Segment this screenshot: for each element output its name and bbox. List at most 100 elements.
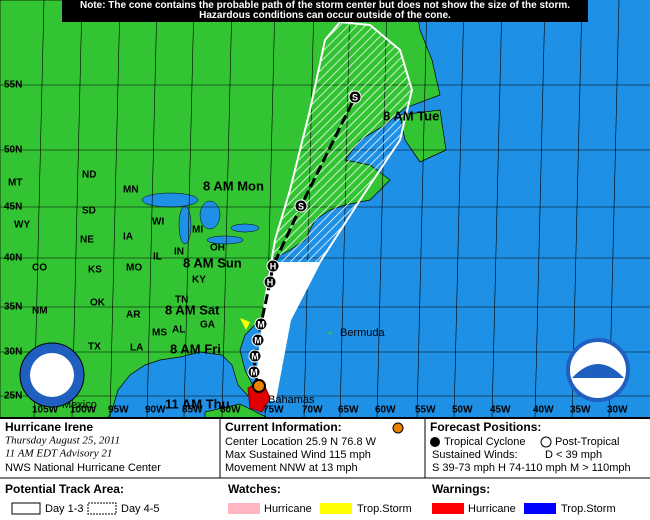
track-point-label: S <box>298 201 304 211</box>
tropical-icon <box>430 437 440 447</box>
state-label: LA <box>130 343 143 354</box>
state-label: WY <box>14 220 30 231</box>
warn-hurricane: Hurricane <box>468 503 516 515</box>
current-title: Current Information: <box>225 420 342 434</box>
note: Note: The cone contains the probable pat… <box>79 0 571 21</box>
noaa-logo-wave <box>572 364 624 378</box>
day-label: 8 AM Sat <box>165 302 220 317</box>
state-label: GA <box>200 320 215 331</box>
state-label: MO <box>126 263 142 274</box>
track-point <box>294 199 308 213</box>
lon-label: 30W <box>607 405 628 416</box>
lon-line <box>416 0 428 419</box>
warnings-title: Warnings: <box>432 482 490 496</box>
storm-name: Hurricane Irene <box>5 420 93 434</box>
day-label: 8 AM Sun <box>183 255 242 270</box>
lon-label: 40W <box>533 405 554 416</box>
winds-d: D < 39 mph <box>545 449 602 461</box>
lon-label: 85W <box>182 405 203 416</box>
lat-label: 45N <box>4 202 22 213</box>
lat-label: 30N <box>4 347 22 358</box>
state-label: OK <box>90 298 106 309</box>
day-label: 8 AM Fri <box>170 341 221 356</box>
current-movement: Movement NNW at 13 mph <box>225 462 358 474</box>
lon-line <box>534 0 546 419</box>
lon-label: 90W <box>145 405 166 416</box>
current-wind: Max Sustained Wind 115 mph <box>225 449 371 461</box>
map-labels: 55N 50N 45N 40N 35N 30N 25N 105W 100W 95W 90W 85W 80… <box>4 80 628 416</box>
center-name: NWS National Hurricane Center <box>5 462 161 474</box>
storm-date: Thursday August 25, 2011 <box>5 435 120 447</box>
day-label: 11 AM Thu <box>165 396 230 411</box>
place-label: Bermuda <box>340 327 386 339</box>
lon-label: 55W <box>415 405 436 416</box>
lon-label: 50W <box>452 405 473 416</box>
place-label: Mexico <box>62 399 97 411</box>
state-label: IA <box>123 232 133 243</box>
warn-hurricane-icon <box>432 503 464 514</box>
track-point-label: H <box>270 261 277 271</box>
state-label: NE <box>80 235 94 246</box>
state-label: MN <box>123 185 139 196</box>
state-label: TN <box>175 295 188 306</box>
track-point <box>248 349 262 363</box>
state-label: WI <box>152 217 164 228</box>
watch-hurricane-icon <box>228 503 260 514</box>
bermuda-island <box>328 331 332 335</box>
state-label: IN <box>174 247 184 258</box>
track-point <box>247 365 261 379</box>
track-point <box>348 90 362 104</box>
lon-line <box>571 0 583 419</box>
state-label: MS <box>152 328 167 339</box>
track-point <box>266 259 280 273</box>
lon-label: 60W <box>375 405 396 416</box>
current-icon <box>392 422 404 434</box>
place-label: Bahamas <box>268 394 315 406</box>
nws-logo-inner <box>30 353 74 397</box>
current-location: Center Location 25.9 N 76.8 W <box>225 436 377 448</box>
lon-line <box>109 0 121 419</box>
great-lakes <box>141 192 260 245</box>
post-tropical-label: Post-Tropical <box>555 436 619 448</box>
track-point-label: M <box>254 335 262 345</box>
lon-line <box>71 0 83 419</box>
forecast-title: Forecast Positions: <box>430 420 541 434</box>
lon-label: 35W <box>570 405 591 416</box>
lon-line <box>146 0 158 419</box>
state-label: AL <box>172 325 185 336</box>
lat-label: 25N <box>4 391 22 402</box>
day13-icon <box>11 502 41 515</box>
track-point <box>263 275 277 289</box>
state-label: KS <box>88 265 102 276</box>
tropical-label: Tropical Cyclone <box>444 436 526 448</box>
lon-label: 100W <box>70 405 97 416</box>
lon-label: 75W <box>263 405 284 416</box>
state-label: SD <box>82 206 96 217</box>
lon-label: 80W <box>220 405 241 416</box>
day-label: 8 AM Tue <box>383 108 439 123</box>
lon-label: 70W <box>302 405 323 416</box>
track-point-label: M <box>251 351 259 361</box>
state-label: OH <box>210 243 225 254</box>
state-label: IL <box>153 252 162 263</box>
warn-ts-icon <box>524 503 556 514</box>
lat-label: 40N <box>4 253 22 264</box>
lon-line <box>491 0 503 419</box>
lat-label: 50N <box>4 145 22 156</box>
watches-title: Watches: <box>228 482 281 496</box>
lon-line <box>453 0 465 419</box>
lon-label: 45W <box>490 405 511 416</box>
track-point-label: M <box>257 319 265 329</box>
track-point-label: M <box>250 367 258 377</box>
note-box <box>62 0 588 22</box>
track-point-label: S <box>352 92 358 102</box>
track-point-label: H <box>267 277 274 287</box>
lon-line <box>183 0 195 419</box>
ts-watch <box>240 318 250 330</box>
post-tropical-icon <box>540 436 552 448</box>
track-title: Potential Track Area: <box>5 482 124 496</box>
lon-line <box>221 0 233 419</box>
state-label: NM <box>32 306 48 317</box>
winds-scale: S 39-73 mph H 74-110 mph M > 110mph <box>432 462 631 474</box>
